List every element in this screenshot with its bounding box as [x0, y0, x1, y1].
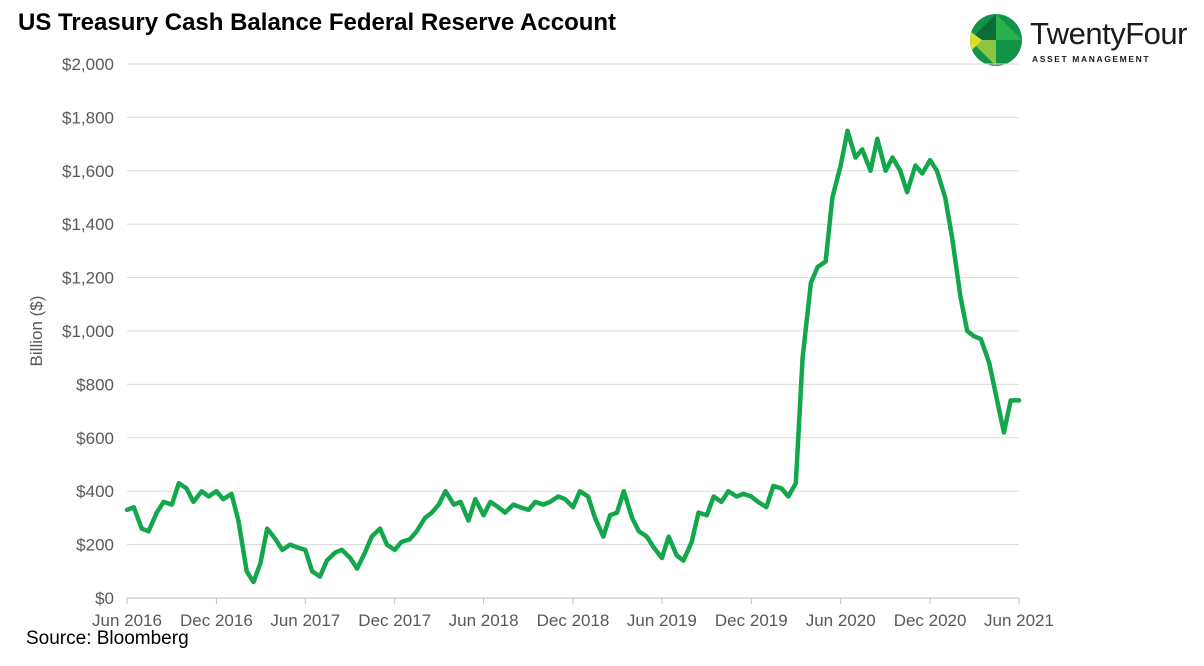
x-tick-label: Dec 2017 — [358, 611, 431, 630]
y-tick-labels: $0 $200 $400 $600 $800 $1,000 $1,200 $1,400 $1,6… — [62, 55, 114, 608]
x-tick-label: Dec 2019 — [715, 611, 788, 630]
y-tick-label: $800 — [76, 375, 114, 394]
y-tick-label: $1,400 — [62, 215, 114, 234]
x-tick-label: Jun 2021 — [984, 611, 1054, 630]
y-tick-label: $2,000 — [62, 55, 114, 74]
y-tick-label: $0 — [95, 589, 114, 608]
gridlines — [127, 63, 1019, 546]
x-tick-labels: Jun 2016 Dec 2016 Jun 2017 Dec 2017 Jun 2018… — [92, 611, 1054, 630]
series-line-0 — [124, 128, 1022, 585]
x-tick-label: Dec 2020 — [894, 611, 967, 630]
axes — [126, 597, 1020, 604]
logo-globe-icon — [970, 14, 1022, 66]
brand-subtitle: ASSET MANAGEMENT — [1032, 54, 1151, 64]
y-tick-label: $1,200 — [62, 269, 114, 288]
x-tick-label: Dec 2016 — [180, 611, 253, 630]
y-tick-label: $600 — [76, 429, 114, 448]
brand-logo: TwentyFour ASSET MANAGEMENT — [968, 12, 1200, 70]
y-tick-label: $1,600 — [62, 162, 114, 181]
x-tick-label: Jun 2019 — [627, 611, 697, 630]
y-tick-label: $400 — [76, 482, 114, 501]
x-tick-label: Jun 2016 — [92, 611, 162, 630]
x-tick-label: Jun 2018 — [449, 611, 519, 630]
y-tick-label: $1,000 — [62, 322, 114, 341]
x-tick-label: Jun 2020 — [806, 611, 876, 630]
series-layer — [124, 128, 1022, 585]
y-tick-label: $200 — [76, 536, 114, 555]
y-axis-title: Billion ($) — [27, 296, 46, 367]
source-note: Source: Bloomberg — [26, 628, 189, 649]
x-tick-label: Jun 2017 — [270, 611, 340, 630]
x-tick-label: Dec 2018 — [537, 611, 610, 630]
chart-title: US Treasury Cash Balance Federal Reserve… — [18, 9, 617, 36]
brand-name: TwentyFour — [1030, 16, 1187, 51]
y-tick-label: $1,800 — [62, 108, 114, 127]
